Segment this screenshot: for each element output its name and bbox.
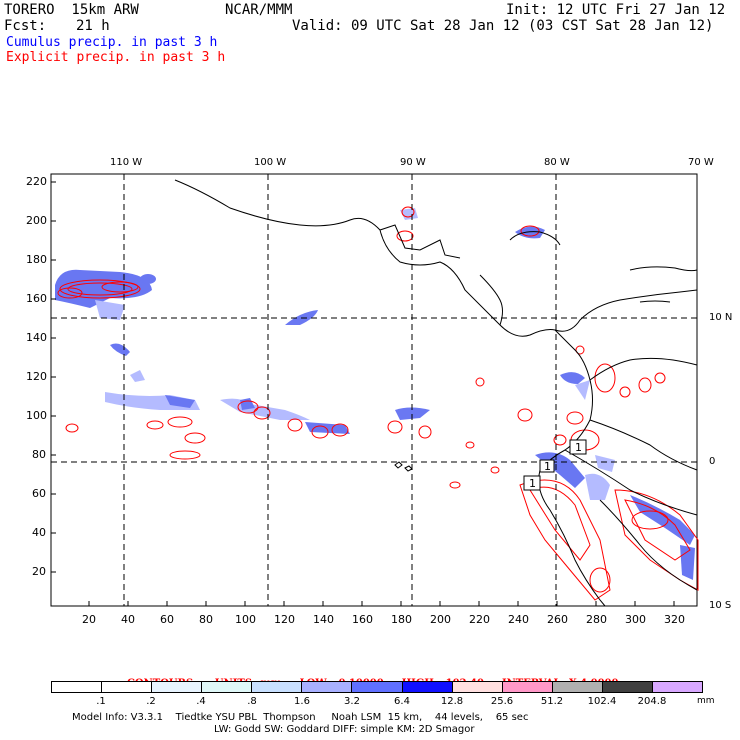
scale-swatch xyxy=(302,682,353,692)
x-tick: 80 xyxy=(199,613,213,626)
x-tick: 320 xyxy=(664,613,685,626)
scale-level: 204.8 xyxy=(637,696,667,707)
model-title: TORERO 15km ARW xyxy=(4,2,139,18)
x-tick: 220 xyxy=(469,613,490,626)
legend-cumulus: Cumulus precip. in past 3 h xyxy=(6,35,218,50)
lon-label: 90 W xyxy=(400,157,426,168)
scale-level: 6.4 xyxy=(394,696,410,707)
x-tick: 240 xyxy=(508,613,529,626)
x-tick: 20 xyxy=(82,613,96,626)
lon-label: 100 W xyxy=(254,157,287,168)
lat-label: 0 xyxy=(709,456,716,467)
y-tick: 100 xyxy=(26,409,47,422)
y-tick: 60 xyxy=(32,487,46,500)
scale-level: 102.4 xyxy=(587,696,617,707)
y-tick: 20 xyxy=(32,565,46,578)
init-time: Init: 12 UTC Fri 27 Jan 12 xyxy=(506,2,726,18)
cumulus-precip xyxy=(55,208,695,580)
scale-swatch xyxy=(552,682,603,692)
lat-label: 10 S xyxy=(709,600,732,611)
x-tick: 160 xyxy=(352,613,373,626)
scale-level: 25.6 xyxy=(490,696,514,707)
scale-swatch xyxy=(152,682,203,692)
x-tick: 260 xyxy=(547,613,568,626)
x-tick: 180 xyxy=(391,613,412,626)
coastlines xyxy=(174,179,698,607)
map-frame xyxy=(50,173,698,607)
x-tick: 300 xyxy=(625,613,646,626)
box-label: 1 xyxy=(544,460,551,473)
explicit-precip xyxy=(57,206,699,601)
physics-info: LW: Godd SW: Goddard DIFF: simple KM: 2D… xyxy=(214,724,475,735)
x-tick: 200 xyxy=(430,613,451,626)
scale-swatch xyxy=(402,682,453,692)
y-tick: 220 xyxy=(26,175,47,188)
fcst-label: Fcst: xyxy=(4,18,47,34)
lon-label: 110 W xyxy=(110,157,143,168)
scale-unit: mm xyxy=(697,696,715,706)
lat-label: 10 N xyxy=(709,312,733,323)
graticule xyxy=(51,174,697,606)
x-tick: 100 xyxy=(235,613,256,626)
box-label: 1 xyxy=(529,477,536,490)
fcst-value: 21 h xyxy=(76,18,110,34)
y-tick: 180 xyxy=(26,253,47,266)
x-tick: 280 xyxy=(586,613,607,626)
scale-swatch xyxy=(202,682,253,692)
scale-level: .2 xyxy=(146,696,156,707)
scale-swatch xyxy=(452,682,503,692)
contour-boxes xyxy=(523,439,587,491)
x-tick: 120 xyxy=(274,613,295,626)
scale-swatch xyxy=(102,682,153,692)
axis-ticks xyxy=(51,181,675,606)
model-info: Model Info: V3.3.1 Tiedtke YSU PBL Thomp… xyxy=(72,712,529,723)
y-tick: 200 xyxy=(26,214,47,227)
lon-label: 70 W xyxy=(688,157,714,168)
valid-time: Valid: 09 UTC Sat 28 Jan 12 (03 CST Sat … xyxy=(292,18,714,34)
scale-level: 1.6 xyxy=(294,696,310,707)
scale-swatch xyxy=(52,682,103,692)
x-tick: 40 xyxy=(121,613,135,626)
scale-swatch xyxy=(252,682,303,692)
scale-swatch xyxy=(602,682,653,692)
y-tick: 80 xyxy=(32,448,46,461)
x-tick: 140 xyxy=(313,613,334,626)
color-scale xyxy=(51,681,703,693)
scale-level: .8 xyxy=(247,696,257,707)
box-label: 1 xyxy=(575,441,582,454)
y-tick: 140 xyxy=(26,331,47,344)
scale-level: 3.2 xyxy=(344,696,360,707)
scale-level: .1 xyxy=(96,696,106,707)
lon-label: 80 W xyxy=(544,157,570,168)
scale-level: 12.8 xyxy=(440,696,464,707)
scale-swatch xyxy=(502,682,553,692)
y-tick: 40 xyxy=(32,526,46,539)
scale-level: 51.2 xyxy=(540,696,564,707)
legend-explicit: Explicit precip. in past 3 h xyxy=(6,50,226,65)
scale-swatch xyxy=(652,682,703,692)
x-tick: 60 xyxy=(160,613,174,626)
scale-level: .4 xyxy=(196,696,206,707)
org-label: NCAR/MMM xyxy=(225,2,293,18)
y-tick: 120 xyxy=(26,370,47,383)
y-tick: 160 xyxy=(26,292,47,305)
scale-swatch xyxy=(352,682,403,692)
